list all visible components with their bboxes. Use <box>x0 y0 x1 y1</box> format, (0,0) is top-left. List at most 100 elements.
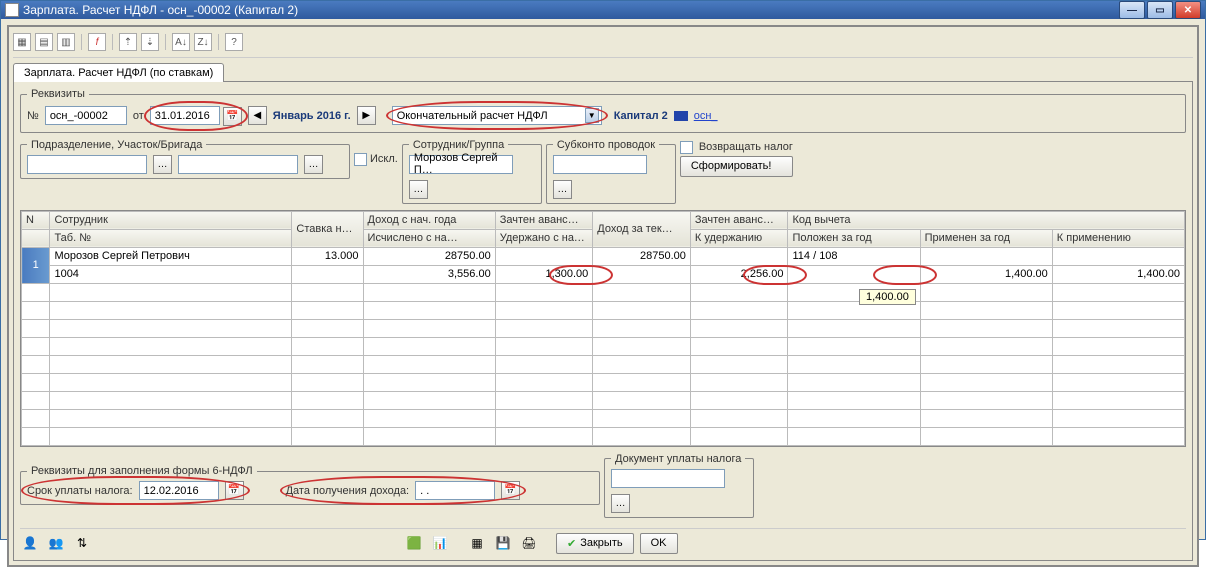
toolbar-move-up-icon[interactable]: ⇡ <box>119 33 137 51</box>
bottom-toolbar: 👤 👥 ⇅ 🟩 📊 ▦ 💾 🖨 ✔ Закрыть OK <box>20 528 1186 554</box>
subkonto-select-button[interactable]: … <box>553 180 572 199</box>
section-field[interactable] <box>178 155 298 174</box>
org-link[interactable]: осн_ <box>694 110 718 122</box>
main-toolbar: ▦ ▤ ▥ f ⇡ ⇣ A↓ Z↓ ? <box>13 31 1193 58</box>
header-row-1: N Сотрудник Ставка н… Доход с нач. года … <box>22 211 1185 229</box>
col-rate[interactable]: Ставка н… <box>292 211 363 247</box>
pay-doc-field[interactable] <box>611 469 725 488</box>
row-id: 1 <box>22 247 50 283</box>
col-applied-year[interactable]: Применен за год <box>920 229 1052 247</box>
floating-value: 1,400.00 <box>859 289 916 305</box>
col-deduction-code[interactable]: Код вычета <box>788 211 1185 229</box>
pay-term-date-field[interactable]: 12.02.2016 <box>139 481 219 500</box>
exclude-checkbox[interactable] <box>354 153 367 166</box>
ndfl6-fieldset: Реквизиты для заполнения формы 6-НДФЛ Ср… <box>20 465 600 505</box>
col-income-year[interactable]: Доход с нач. года <box>363 211 495 229</box>
table-row-empty <box>22 283 1185 301</box>
table-row-empty <box>22 355 1185 373</box>
tab-ndfl-by-rates[interactable]: Зарплата. Расчет НДФЛ (по ставкам) <box>13 63 224 82</box>
pay-doc-select-button[interactable]: … <box>611 494 630 513</box>
doc-number-label: № <box>27 110 39 122</box>
table-row-empty <box>22 409 1185 427</box>
toolbar-grid1-icon[interactable]: ▦ <box>13 33 31 51</box>
toolbar-fx-icon[interactable]: f <box>88 33 106 51</box>
col-granted-year[interactable]: Положен за год <box>788 229 920 247</box>
income-date-picker-icon[interactable]: 📅 <box>501 481 520 500</box>
table-row-empty <box>22 337 1185 355</box>
pay-term-label: Срок уплаты налога: <box>27 485 133 497</box>
subkonto-legend: Субконто проводок <box>553 139 659 151</box>
col-credited-advance2[interactable]: Зачтен аванс… <box>690 211 788 229</box>
toolbar-sort-za-icon[interactable]: Z↓ <box>194 33 212 51</box>
section-select-button[interactable]: … <box>304 155 323 174</box>
document-icon <box>5 3 19 17</box>
calc-type-dropdown[interactable]: Окончательный расчет НДФЛ ▼ <box>392 106 602 125</box>
flag-icon[interactable] <box>674 111 688 121</box>
toolbar-sort-az-icon[interactable]: A↓ <box>172 33 190 51</box>
generate-button[interactable]: Сформировать! <box>680 156 793 177</box>
table-row-empty <box>22 301 1185 319</box>
employee-select-button[interactable]: … <box>409 180 428 199</box>
unit-fieldset: Подразделение, Участок/Бригада … … <box>20 139 350 179</box>
col-to-apply[interactable]: К применению <box>1052 229 1184 247</box>
unit-field[interactable] <box>27 155 147 174</box>
sort-icon[interactable]: ⇅ <box>72 533 92 553</box>
requisites-legend: Реквизиты <box>27 88 89 100</box>
subkonto-fieldset: Субконто проводок … <box>546 139 676 204</box>
col-employee[interactable]: Сотрудник <box>50 211 292 229</box>
maximize-button[interactable]: ▭ <box>1147 1 1173 19</box>
person2-icon[interactable]: 👥 <box>46 533 66 553</box>
table-row-empty <box>22 391 1185 409</box>
col-to-withhold[interactable]: К удержанию <box>690 229 788 247</box>
data-table[interactable]: N Сотрудник Ставка н… Доход с нач. года … <box>20 210 1186 447</box>
subkonto-field[interactable] <box>553 155 647 174</box>
requisites-fieldset: Реквизиты № осн_-00002 от 31.01.2016 📅 ◀… <box>20 88 1186 133</box>
income-date-label: Дата получения дохода: <box>286 485 410 497</box>
minimize-button[interactable]: — <box>1119 1 1145 19</box>
org-name: Капитал 2 <box>614 110 668 122</box>
tab-label: Зарплата. Расчет НДФЛ (по ставкам) <box>24 67 213 79</box>
doc-date-field[interactable]: 31.01.2016 <box>150 106 220 125</box>
return-tax-label: Возвращать налог <box>699 141 793 153</box>
toolbar-grid3-icon[interactable]: ▥ <box>57 33 75 51</box>
period-next-button[interactable]: ▶ <box>357 106 376 125</box>
person1-icon[interactable]: 👤 <box>20 533 40 553</box>
employee-fieldset: Сотрудник/Группа Морозов Сергей П… … <box>402 139 542 204</box>
ok-button[interactable]: OK <box>640 533 678 554</box>
col-calculated[interactable]: Исчислено с на… <box>363 229 495 247</box>
cube-icon[interactable]: 🟩 <box>404 533 424 553</box>
dropdown-arrow-icon: ▼ <box>585 108 599 123</box>
doc-number-field[interactable]: осн_-00002 <box>45 106 127 125</box>
col-tab-no[interactable]: Таб. № <box>50 229 292 247</box>
toolbar-help-icon[interactable]: ? <box>225 33 243 51</box>
toolbar-move-down-icon[interactable]: ⇣ <box>141 33 159 51</box>
return-tax-checkbox[interactable] <box>680 141 693 154</box>
save-icon[interactable]: 💾 <box>493 533 513 553</box>
doc-date-picker-icon[interactable]: 📅 <box>223 107 242 126</box>
col-withheld[interactable]: Удержано с нач… <box>495 229 593 247</box>
employee-legend: Сотрудник/Группа <box>409 139 508 151</box>
col-n[interactable]: N <box>22 211 50 229</box>
period-display: Январь 2016 г. <box>273 110 351 122</box>
income-date-field[interactable]: . . <box>415 481 495 500</box>
table-row: 1004 3,556.00 1,300.00 2,256.00 1,400.00… <box>22 265 1185 283</box>
window-title: Зарплата. Расчет НДФЛ - осн_-00002 (Капи… <box>23 3 298 17</box>
col-income-current[interactable]: Доход за тек… <box>593 211 691 247</box>
grid-icon[interactable]: ▦ <box>467 533 487 553</box>
doc-date-from-label: от <box>133 110 144 122</box>
period-prev-button[interactable]: ◀ <box>248 106 267 125</box>
table-row-empty <box>22 427 1185 445</box>
table-row-empty <box>22 373 1185 391</box>
close-doc-button[interactable]: ✔ Закрыть <box>556 533 634 554</box>
employee-field[interactable]: Морозов Сергей П… <box>409 155 513 174</box>
ndfl6-legend: Реквизиты для заполнения формы 6-НДФЛ <box>27 465 257 477</box>
print-icon[interactable]: 🖨 <box>519 533 539 553</box>
col-credited-advance[interactable]: Зачтен аванс… <box>495 211 593 229</box>
chart-icon[interactable]: 📊 <box>430 533 450 553</box>
close-button[interactable]: ✕ <box>1175 1 1201 19</box>
unit-legend: Подразделение, Участок/Бригада <box>27 139 206 151</box>
unit-select-button[interactable]: … <box>153 155 172 174</box>
toolbar-grid2-icon[interactable]: ▤ <box>35 33 53 51</box>
calc-type-value: Окончательный расчет НДФЛ <box>397 110 581 122</box>
pay-term-date-picker-icon[interactable]: 📅 <box>225 481 244 500</box>
